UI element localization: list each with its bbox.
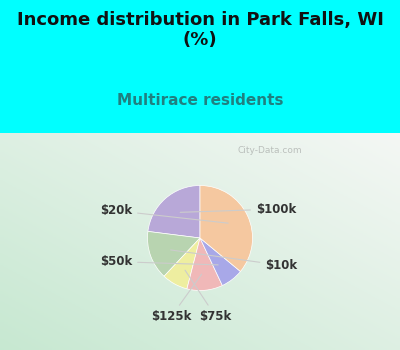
Text: $125k: $125k — [151, 274, 202, 323]
Text: $75k: $75k — [185, 270, 232, 323]
Wedge shape — [148, 186, 200, 238]
Text: Income distribution in Park Falls, WI
(%): Income distribution in Park Falls, WI (%… — [16, 10, 384, 49]
Wedge shape — [200, 238, 240, 286]
Text: City-Data.com: City-Data.com — [238, 146, 302, 155]
Text: $50k: $50k — [100, 255, 218, 268]
Text: $20k: $20k — [100, 204, 228, 223]
Wedge shape — [148, 231, 200, 276]
Text: Multirace residents: Multirace residents — [117, 93, 283, 108]
Text: $100k: $100k — [180, 203, 296, 216]
Wedge shape — [187, 238, 222, 290]
Text: $10k: $10k — [171, 250, 298, 272]
Wedge shape — [164, 238, 200, 289]
Wedge shape — [200, 186, 252, 272]
